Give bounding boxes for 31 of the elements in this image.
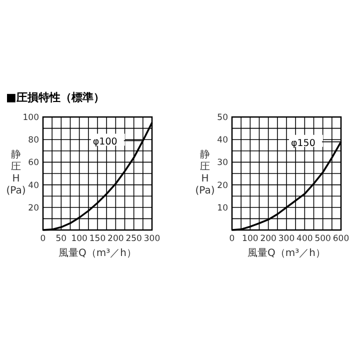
y-tick-label: 40 [217,136,228,146]
x-tick-label: 500 [314,234,331,244]
y-tick-label: 10 [217,203,228,214]
x-tick-label: 0 [229,234,235,244]
y-tick-label: 100 [22,113,39,123]
y-axis-title: 静圧 H (Pa) [6,148,26,196]
x-tick-label: 400 [296,234,313,244]
x-tick-label: 600 [332,234,350,244]
x-axis-title: 風量Q（m³／h） [248,248,326,259]
legend-label: φ150 [291,138,316,149]
x-tick-label: 300 [144,234,160,244]
y-tick-label: 80 [28,136,39,146]
y-tick-label: 60 [28,158,39,168]
x-tick-label: 50 [56,234,67,244]
y-tick-label: 20 [28,203,39,214]
x-tick-label: 150 [89,234,106,244]
x-axis-title: 風量Q（m³／h） [58,248,136,259]
chart-title: ■圧損特性（標準） [6,91,104,104]
x-tick-label: 300 [278,234,295,244]
x-tick-label: 0 [40,234,46,244]
y-tick-label: 30 [217,158,228,168]
x-tick-label: 100 [242,234,258,244]
x-tick-label: 100 [71,234,88,244]
legend-label: φ100 [92,136,118,148]
y-tick-label: 20 [217,180,228,191]
x-tick-label: 200 [260,234,276,244]
y-axis-title: 静圧 H (Pa) [195,148,215,196]
y-tick-label: 40 [28,180,39,191]
y-tick-label: 50 [217,113,228,123]
x-tick-label: 250 [126,234,142,244]
x-tick-label: 200 [108,234,124,244]
